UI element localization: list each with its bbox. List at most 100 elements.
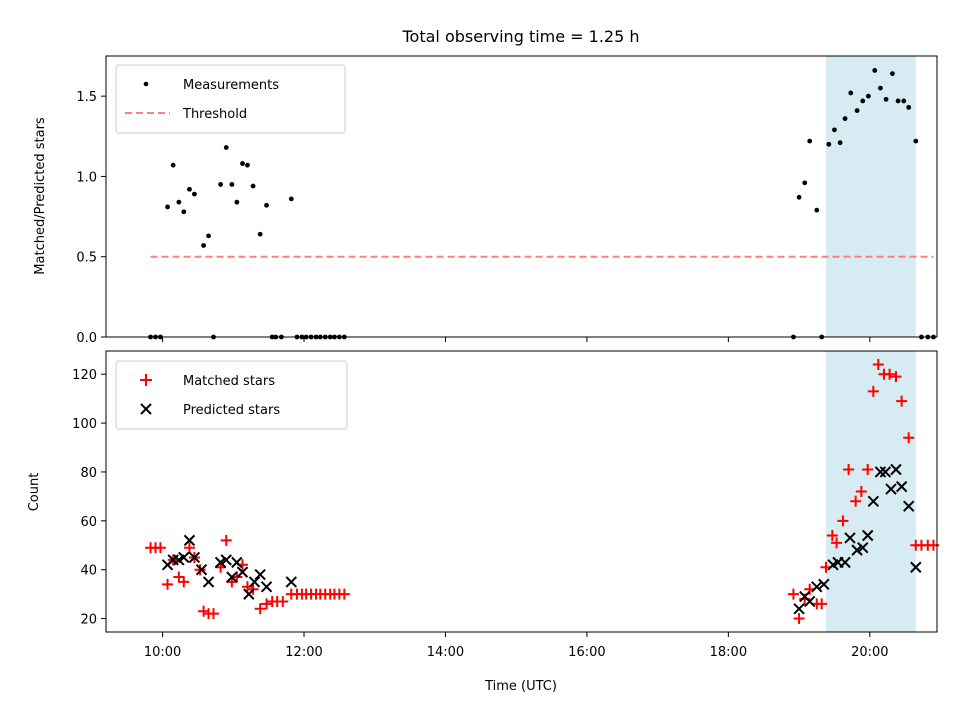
- bottom-y-ticks: 20 40 60 80 100 120: [72, 368, 106, 628]
- matched-star-point: [261, 598, 273, 610]
- y-tick-label: 0.0: [76, 331, 97, 346]
- predicted-star-point: [220, 554, 232, 566]
- measurement-point: [913, 138, 919, 144]
- predicted-star-point: [254, 568, 266, 581]
- measurement-point: [181, 209, 187, 215]
- measurement-point: [860, 98, 866, 104]
- predicted-star-point: [202, 576, 215, 588]
- matched-star-point: [896, 395, 908, 407]
- measurement-point: [206, 233, 211, 239]
- measurement-point: [192, 191, 197, 197]
- matched-star-point: [843, 464, 855, 476]
- y-tick-label: 1.5: [76, 90, 97, 105]
- y-tick-label: 100: [72, 417, 97, 432]
- measurement-point: [826, 141, 832, 147]
- predicted-star-point: [178, 551, 190, 564]
- measurement-point: [264, 202, 269, 208]
- measurement-point: [906, 104, 912, 110]
- legend-measurements-label: Measurements: [183, 78, 279, 93]
- x-axis-label: Time (UTC): [484, 679, 557, 694]
- measurement-point: [802, 180, 808, 186]
- y-tick-label: 80: [80, 466, 97, 481]
- top-y-axis-label: Matched/Predicted stars: [33, 117, 48, 275]
- measurement-point: [218, 182, 223, 187]
- predicted-star-point: [236, 566, 249, 578]
- predicted-star-point: [214, 556, 227, 569]
- measurement-point: [837, 140, 843, 146]
- predicted-star-point: [803, 595, 816, 608]
- measurement-point: [257, 231, 263, 237]
- bottom-axes-frame: [105, 350, 938, 633]
- measurement-point: [201, 243, 206, 248]
- matched-star-point: [890, 371, 902, 383]
- matched-star-point: [872, 358, 884, 370]
- y-tick-label: 20: [80, 613, 97, 628]
- bottom-highlight-span: [825, 351, 916, 632]
- matched-star-point: [162, 578, 174, 590]
- x-tick-label: 20:00: [851, 645, 888, 660]
- matched-star-point: [862, 464, 874, 476]
- y-tick-label: 1.0: [76, 170, 97, 185]
- predicted-star-point: [839, 556, 851, 569]
- predicted-star-point: [248, 576, 261, 588]
- matched-star-point: [220, 534, 232, 546]
- x-tick-label: 12:00: [285, 645, 322, 660]
- bottom-legend-box: [115, 360, 348, 430]
- predicted-star-point: [851, 544, 863, 556]
- bottom-marks: [145, 358, 939, 625]
- measurement-point: [842, 116, 848, 122]
- measurement-point: [245, 162, 250, 168]
- measurement-point: [234, 199, 240, 205]
- predicted-star-point: [793, 603, 805, 615]
- predicted-star-point: [285, 576, 298, 588]
- matched-star-point: [154, 542, 166, 554]
- bottom-x-ticks: 10:00 12:00 14:00 16:00 18:00 20:00: [144, 632, 889, 660]
- measurement-point: [848, 90, 854, 96]
- predicted-star-point: [867, 495, 880, 507]
- measurement-point: [250, 183, 256, 189]
- bottom-y-axis-label: Count: [27, 473, 42, 512]
- measurement-point: [288, 196, 294, 202]
- predicted-star-point: [183, 534, 196, 547]
- matched-star-point: [850, 495, 862, 507]
- measurement-point: [865, 93, 871, 99]
- predicted-star-point: [188, 551, 201, 564]
- measurement-point: [796, 194, 802, 200]
- legend-threshold-label: Threshold: [182, 107, 247, 122]
- predicted-star-point: [844, 532, 856, 544]
- predicted-star-point: [879, 466, 892, 478]
- measurement-point: [895, 98, 901, 104]
- predicted-star-point: [895, 480, 908, 493]
- measurement-point: [872, 68, 878, 73]
- top-x-ticks: [162, 337, 871, 342]
- top-highlight-span: [825, 56, 916, 337]
- measurement-point: [890, 71, 895, 77]
- measurement-point: [240, 161, 245, 166]
- measurement-point: [901, 98, 907, 104]
- matched-star-point: [855, 486, 867, 497]
- top-legend-box: [115, 64, 346, 134]
- top-legend: Measurements Threshold: [115, 64, 346, 134]
- predicted-star-point: [885, 483, 897, 495]
- y-tick-label: 0.5: [76, 251, 97, 266]
- matched-star-point: [837, 515, 849, 527]
- x-tick-label: 18:00: [710, 645, 747, 660]
- measurement-point: [229, 182, 235, 187]
- legend-matched-marker: [140, 374, 152, 386]
- measurement-point: [223, 145, 229, 150]
- legend-predicted-label: Predicted stars: [183, 403, 280, 418]
- predicted-star-point: [890, 463, 902, 476]
- matched-star-point: [208, 608, 219, 620]
- y-tick-label: 60: [80, 515, 97, 530]
- top-panel: 0.0 0.5 1.0 1.5 Matched/Predicted stars Mea…: [33, 55, 938, 346]
- matched-star-point: [194, 564, 206, 576]
- matched-star-point: [178, 576, 190, 588]
- predicted-star-point: [231, 556, 243, 569]
- matched-star-point: [831, 537, 843, 549]
- matched-star-point: [338, 588, 350, 600]
- matched-star-point: [277, 595, 289, 607]
- matched-star-point: [903, 432, 915, 444]
- measurement-point: [854, 108, 860, 113]
- legend-matched-label: Matched stars: [183, 374, 275, 389]
